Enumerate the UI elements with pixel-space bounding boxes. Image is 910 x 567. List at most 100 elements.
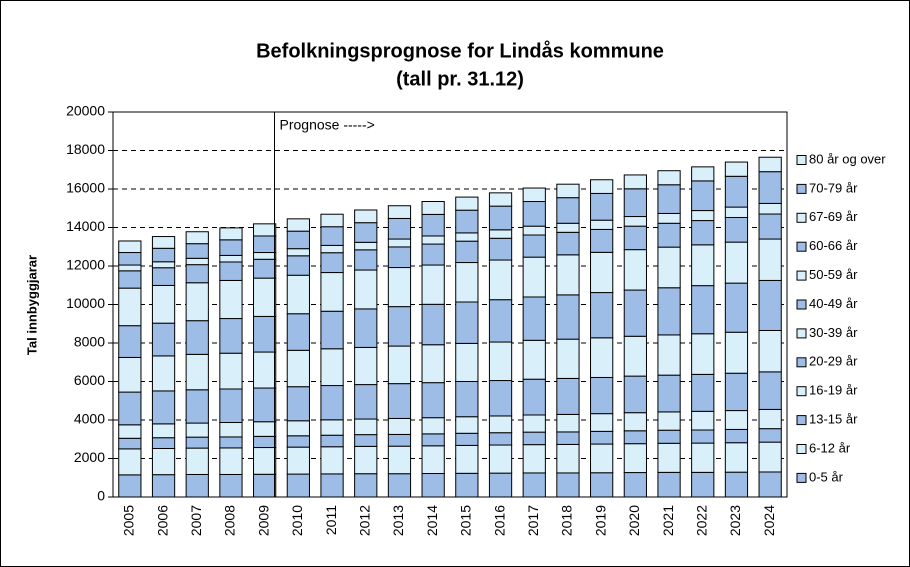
x-tick-label: 2008 — [222, 505, 238, 536]
bar-segment — [724, 216, 749, 243]
bar-segment — [522, 339, 546, 380]
bar-segment — [657, 184, 681, 214]
bar-segment — [118, 356, 142, 393]
bar-segment — [724, 161, 749, 177]
bar-segment — [320, 272, 344, 312]
legend-swatch — [796, 328, 807, 339]
y-tick-label: 0 — [97, 488, 105, 504]
bar-segment — [421, 344, 445, 384]
bar-segment — [387, 445, 412, 475]
bar-segment — [758, 371, 782, 410]
bar-segment — [724, 372, 749, 412]
bar-segment — [118, 252, 142, 266]
bar-segment — [590, 376, 614, 415]
bar-segment — [185, 422, 209, 438]
x-tick-label: 2021 — [660, 505, 676, 536]
bar-segment — [758, 238, 782, 281]
bar-segment — [623, 412, 647, 432]
bar-segment — [758, 279, 782, 331]
bar-segment — [522, 296, 546, 341]
x-tick-label: 2005 — [121, 505, 137, 536]
bar-segment — [724, 442, 749, 473]
bar-segment — [286, 274, 310, 315]
bar-segment — [691, 210, 715, 222]
bar-segment — [556, 294, 580, 340]
bar-segment — [691, 285, 715, 335]
bar-segment — [623, 289, 647, 337]
bar-segment — [421, 473, 445, 498]
bar-segment — [387, 238, 412, 248]
bar-segment — [691, 244, 715, 287]
bar-segment — [387, 473, 412, 498]
bar-segment — [724, 282, 749, 333]
bar-segment — [286, 230, 310, 250]
bar-segment — [455, 472, 479, 498]
x-tick-label: 2012 — [356, 505, 372, 536]
bar-segment — [320, 348, 344, 387]
bar-segment — [320, 419, 344, 436]
bar-segment — [118, 264, 142, 272]
bar-segment — [118, 448, 142, 476]
bar-segment — [421, 243, 445, 266]
bar-segment — [522, 431, 546, 446]
legend-label: 40-49 år — [809, 296, 858, 311]
bar-segment — [522, 256, 546, 298]
bar-segment — [488, 205, 513, 231]
bar-segment — [118, 391, 142, 426]
y-tick-label: 8000 — [74, 334, 105, 350]
bar-segment — [320, 252, 344, 274]
bar-segment — [320, 446, 344, 475]
bar-segment — [253, 223, 277, 237]
legend-label: 60-66 år — [809, 238, 858, 253]
bar-segment — [488, 229, 513, 239]
bar-segment — [185, 282, 209, 322]
bar-segment — [590, 179, 614, 194]
bar-segment — [488, 380, 513, 417]
bar-segment — [151, 236, 176, 249]
y-tick-label: 6000 — [74, 372, 105, 388]
bar-segment — [253, 435, 277, 449]
bar-segment — [623, 174, 647, 190]
bar-segment — [556, 197, 580, 224]
x-tick-label: 2024 — [761, 505, 777, 536]
bar-segment — [758, 202, 782, 215]
bar-segment — [286, 386, 310, 422]
x-tick-label: 2023 — [727, 505, 743, 536]
bar-segment — [151, 423, 176, 439]
bar-segment — [320, 244, 344, 254]
bar-segment — [253, 421, 277, 437]
bar-segment — [455, 301, 479, 344]
bar-segment — [758, 408, 782, 430]
bar-segment — [185, 473, 209, 498]
bar-segment — [657, 442, 681, 473]
bar-segment — [691, 471, 715, 498]
bar-segment — [691, 180, 715, 212]
chart-title: Befolkningsprognose for Lindås kommune — [256, 39, 664, 62]
legend-swatch — [796, 472, 807, 483]
bar-segment — [151, 322, 176, 357]
bar-segment — [354, 445, 378, 475]
bar-segment — [522, 201, 546, 227]
bar-segment — [758, 171, 782, 204]
bar-segment — [488, 237, 513, 261]
bar-segment — [488, 472, 513, 498]
bar-segment — [657, 374, 681, 413]
bar-segment — [455, 444, 479, 474]
bar-segment — [657, 222, 681, 248]
bar-segment — [556, 431, 580, 445]
bar-segment — [219, 388, 243, 424]
bar-segment — [556, 338, 580, 379]
bar-segment — [455, 432, 479, 446]
bar-segment — [354, 384, 378, 420]
bar-segment — [522, 472, 546, 498]
bar-segment — [522, 378, 546, 416]
bar-segment — [623, 443, 647, 474]
bar-segment — [455, 232, 479, 242]
legend-label: 67-69 år — [809, 209, 858, 224]
legend-swatch — [796, 183, 807, 194]
bar-segment — [387, 417, 412, 435]
bar-segment — [185, 243, 209, 259]
legend-swatch — [796, 357, 807, 368]
bar-segment — [590, 413, 614, 432]
bar-segment — [219, 254, 243, 263]
